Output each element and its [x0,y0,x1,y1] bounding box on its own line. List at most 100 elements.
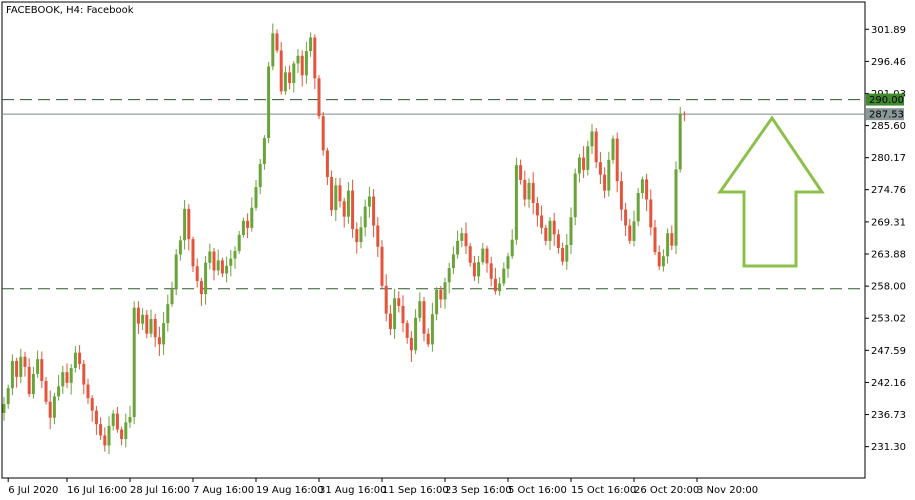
candle-body [590,131,594,147]
y-axis: 301.89296.46291.03285.60280.17274.76269.… [865,25,906,453]
x-tick-label: 6 Jul 2020 [8,485,58,496]
candle-body [65,372,69,383]
candle-body [342,201,346,217]
y-tick-label: 236.73 [871,410,906,421]
candle-body [31,373,35,395]
candle-body [195,266,199,282]
candle-body [321,116,325,151]
candle-body [233,250,237,259]
candle-body [330,177,334,211]
plot-border [1,1,866,479]
candle-body [162,323,166,345]
candle-body [628,225,632,241]
y-tick-label: 231.30 [871,442,906,453]
candle-body [569,217,573,246]
candle-body [367,196,371,207]
candle-body [372,196,376,226]
y-tick-label: 285.60 [871,121,906,132]
candle-body [157,337,161,345]
candle-body [603,174,607,191]
y-tick-label: 296.46 [871,57,906,68]
chart-title: FACEBOOK, H4: Facebook [6,5,134,16]
y-tick-label: 263.88 [871,250,906,261]
candle-body [409,337,413,351]
candle-body [103,435,107,446]
candle-body [183,208,187,241]
candle-body [10,360,14,389]
candle-body [519,165,523,180]
y-tick-label: 274.76 [871,185,906,196]
candle-body [40,359,44,382]
candle-body [262,138,266,165]
current-price-label-bg [866,108,904,121]
candle-body [153,318,157,338]
candle-body [363,206,367,228]
candle-body [241,220,245,235]
candle-body [174,254,178,290]
x-tick-label: 7 Aug 16:00 [193,485,254,496]
candle-body [292,63,296,84]
candle-body [94,410,98,425]
candle-body [73,352,77,369]
x-tick-label: 23 Sep 16:00 [445,485,512,496]
candle-body [2,404,6,413]
candle-body [44,381,48,402]
candle-body [418,301,422,318]
candles [2,23,686,455]
candle-body [607,159,611,191]
candle-body [199,281,203,295]
candle-body [443,282,447,300]
resistance-price-label-bg [866,93,904,106]
candle-body [225,265,229,274]
candle-body [657,252,661,267]
candle-body [582,157,586,170]
candle-body [355,229,359,243]
candle-body [27,366,31,395]
candle-body [19,356,23,377]
candle-body [271,33,275,67]
candle-body [237,234,241,251]
candle-body [460,233,464,241]
candle-body [439,289,443,300]
candle-body [115,413,119,430]
candle-body [506,256,510,269]
candle-body [82,363,86,385]
candle-body [670,233,674,246]
candle-body [674,169,678,246]
candle-body [502,268,506,284]
candle-body [187,208,191,240]
candle-body [615,138,619,182]
candle-body [523,179,527,200]
candle-body [611,138,615,160]
candle-body [170,289,174,305]
candle-body [535,203,539,216]
candle-body [678,113,682,170]
candle-body [90,398,94,411]
candle-body [191,239,195,267]
candle-body [338,185,342,202]
y-tick-label: 301.89 [871,25,906,36]
candle-body [351,190,355,230]
annotation-arrow [717,115,825,268]
candle-body [384,285,388,314]
candle-body [464,233,468,247]
candle-body [577,157,581,174]
candle-body [430,314,434,345]
candle-body [376,225,380,247]
x-tick-label: 28 Jul 16:00 [130,485,190,496]
candle-body [23,356,27,367]
candle-body [309,37,313,52]
candle-body [540,215,544,228]
x-tick-label: 26 Oct 20:00 [634,485,699,496]
x-axis: 6 Jul 2020 16 Jul 16:00 28 Jul 16:00 7 Aug … [7,478,758,496]
candle-body [548,220,552,241]
candle-body [216,260,220,271]
current-price-label: 287.53 [869,110,904,121]
candle-body [275,33,279,51]
candle-body [422,301,426,334]
x-tick-label: 31 Aug 16:00 [319,485,386,496]
candle-body [666,233,670,257]
candle-body [267,66,271,138]
candle-body [36,359,40,374]
